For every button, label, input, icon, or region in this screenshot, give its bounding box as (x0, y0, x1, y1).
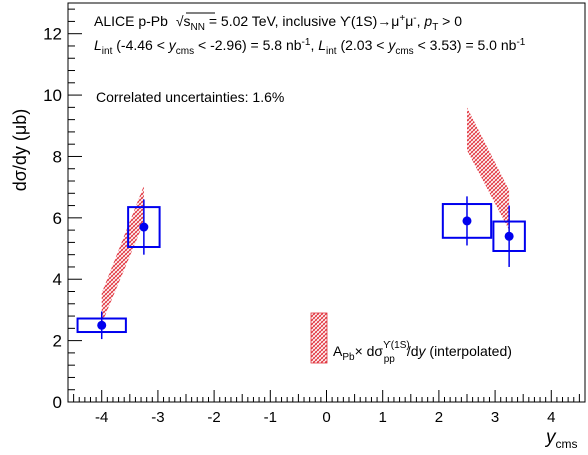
y-tick-label: 0 (53, 393, 62, 412)
x-tick-label: 2 (435, 409, 443, 426)
data-points (76, 196, 526, 340)
legend-swatch (310, 312, 328, 364)
x-tick-label: 0 (322, 409, 330, 426)
y-tick-label: 12 (43, 25, 62, 44)
y-axis-ticks (68, 8, 82, 403)
y-tick-label: 4 (53, 270, 62, 289)
x-tick-label: 1 (379, 409, 387, 426)
y-axis-tick-labels: 0 2 4 6 8 10 12 (43, 25, 62, 412)
x-tick-label: -4 (95, 409, 108, 426)
x-axis-label: ycms (544, 427, 578, 451)
y-tick-label: 6 (53, 209, 62, 228)
y-tick-label: 8 (53, 147, 62, 166)
interpolated-band (466, 107, 510, 231)
data-point-marker (97, 320, 107, 330)
correlated-uncertainty-note: Correlated uncertainties: 1.6% (96, 89, 284, 105)
y-tick-label: 10 (43, 86, 62, 105)
title-line-2: Lint (-4.46 < ycms < -2.96) = 5.8 nb-1, … (94, 37, 526, 57)
legend-label: APb× dσϒ(1S) pp/dy (interpolated) (333, 340, 512, 365)
data-point-marker (504, 231, 514, 241)
x-tick-label: 4 (547, 409, 555, 426)
data-point-marker (462, 216, 472, 226)
x-tick-label: -3 (151, 409, 164, 426)
x-tick-label: -2 (207, 409, 220, 426)
data-point-marker (139, 222, 149, 232)
x-tick-label: 3 (491, 409, 499, 426)
x-axis-ticks (73, 390, 580, 402)
y-tick-label: 2 (53, 332, 62, 351)
x-tick-label: -1 (264, 409, 277, 426)
y-axis-label: dσ/dy (μb) (10, 109, 30, 192)
title-line-1: ALICE p-Pb √sNN = 5.02 TeV, inclusive ϒ(… (94, 13, 462, 33)
x-axis-tick-labels: -4 -3 -2 -1 0 1 2 3 4 (95, 409, 555, 426)
interpolated-band (101, 185, 144, 324)
interpolated-bands (101, 107, 510, 324)
